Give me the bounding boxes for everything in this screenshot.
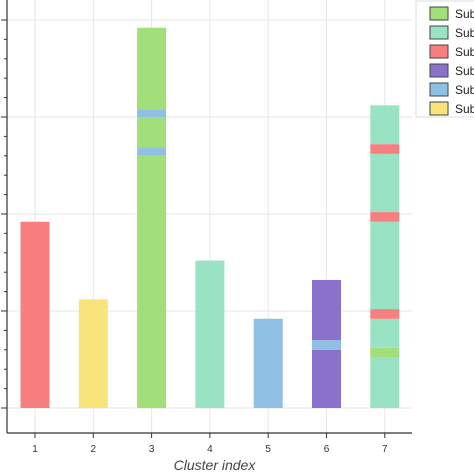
bar-group — [20, 27, 400, 408]
legend-swatch — [429, 44, 449, 59]
legend-swatch — [429, 25, 449, 40]
legend-swatch — [429, 63, 449, 78]
bar-segment — [253, 318, 283, 408]
legend-label: Sub — [455, 45, 474, 59]
bar-segment — [137, 109, 167, 117]
x-tick-label: 4 — [207, 444, 213, 455]
bar-segment — [370, 309, 400, 319]
bar-segment — [312, 340, 341, 350]
bar-segment — [370, 144, 400, 154]
x-tick-label: 6 — [324, 444, 330, 455]
legend-swatch — [429, 101, 449, 116]
x-tick-label: 3 — [149, 444, 155, 455]
x-tick-label: 1 — [32, 444, 38, 455]
bar-segment — [20, 221, 50, 408]
bar-segment — [370, 357, 400, 408]
legend-label: Sub — [455, 26, 474, 40]
bar-segment — [312, 279, 341, 341]
bar-segment — [370, 153, 400, 213]
bar-segment — [137, 27, 167, 110]
bar-segment — [370, 318, 400, 348]
x-tick-label: 5 — [265, 444, 271, 455]
bar-segment — [137, 155, 167, 408]
legend-label: Sub — [455, 102, 474, 116]
x-axis-title: Cluster index — [174, 457, 257, 473]
legend: Sub Sub Sub Sub Sub Sub — [415, 0, 474, 118]
bar-segment — [370, 347, 400, 358]
legend-label: Sub — [455, 7, 474, 21]
bar-segment — [78, 299, 108, 408]
legend-label: Sub — [455, 83, 474, 97]
legend-swatch — [429, 6, 449, 21]
x-tick-label: 2 — [91, 444, 97, 455]
bar-segment — [137, 117, 167, 149]
bar-segment — [137, 148, 167, 156]
bar-segment — [370, 212, 400, 222]
y-axis-ticks — [1, 19, 7, 409]
x-axis-ticks: 1 2 3 4 5 6 7 — [32, 433, 388, 455]
legend-swatch — [429, 82, 449, 97]
x-tick-label: 7 — [382, 444, 388, 455]
bar-segment — [195, 260, 225, 408]
bar-segment — [312, 349, 341, 408]
bar-segment — [370, 221, 400, 310]
legend-label: Sub — [455, 64, 474, 78]
bar-segment — [370, 105, 400, 145]
